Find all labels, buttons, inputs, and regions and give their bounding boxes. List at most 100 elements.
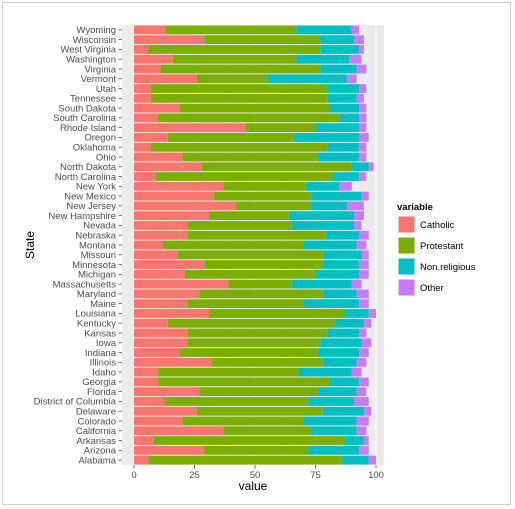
bar-segment-protestant-illinois (211, 357, 323, 367)
y-tick-label: Rhode Island (60, 123, 116, 134)
bar-segment-protestant-colorado (182, 416, 304, 426)
bar-segment-catholic-missouri (134, 250, 178, 260)
bar-segment-protestant-washington (172, 54, 297, 64)
bar-segment-protestant-california (223, 426, 311, 436)
bar-segment-other-illinois (356, 357, 367, 367)
bar-segment-other-utah (359, 84, 367, 93)
bar-segment-non-religious-west-virginia (320, 45, 360, 54)
bar-segment-non-religious-south-dakota (330, 103, 360, 113)
bars (134, 25, 376, 465)
bar-segment-protestant-arkansas (153, 436, 345, 445)
y-tick-label: Minnesota (72, 260, 117, 271)
bar-segment-catholic-north-dakota (134, 162, 202, 172)
y-tick-label: Alabama (79, 455, 117, 466)
legend-key-catholic (397, 215, 416, 234)
bar-segment-non-religious-georgia (330, 377, 360, 387)
bar-segment-non-religious-missouri (322, 250, 362, 260)
bar-segment-catholic-virginia (134, 64, 161, 74)
bar-segment-other-new-jersey (346, 201, 364, 211)
bar-segment-non-religious-new-jersey (310, 201, 347, 211)
bar-segment-catholic-minnesota (134, 260, 205, 269)
x-tick-label: 100 (368, 470, 384, 481)
bar-segment-catholic-arkansas (134, 436, 154, 445)
legend-label: Other (420, 283, 444, 294)
bar-segment-catholic-arizona (134, 445, 205, 455)
bar-segment-protestant-wyoming (165, 25, 297, 35)
bar-segment-other-colorado (356, 416, 369, 426)
bar-segment-other-north-dakota (368, 162, 374, 172)
x-tick-label: 75 (310, 470, 321, 481)
legend-key-other (397, 278, 416, 297)
bar-segment-catholic-georgia (134, 377, 159, 387)
bar-segment-non-religious-idaho (298, 367, 352, 377)
y-tick-label: Oklahoma (73, 143, 117, 154)
y-tick-label: New Mexico (64, 191, 116, 202)
bar-segment-other-wisconsin (354, 35, 364, 45)
bar-segment-protestant-south-carolina (158, 113, 340, 123)
y-tick-label: Washington (66, 55, 116, 66)
y-tick-label: Florida (87, 387, 117, 398)
bar-segment-protestant-missouri (177, 250, 323, 260)
x-tick-label: 0 (131, 470, 136, 481)
bar-segment-other-virginia (356, 64, 367, 74)
bar-segment-non-religious-district-of-columbia (308, 397, 355, 406)
bar-segment-non-religious-arizona (308, 445, 360, 455)
y-tick-label: Vermont (81, 74, 117, 85)
bar-segment-other-michigan (359, 269, 369, 279)
bar-segment-other-nevada (354, 221, 362, 230)
bar-segment-protestant-massachusetts (228, 279, 292, 289)
bar-segment-non-religious-kentucky (334, 318, 364, 328)
bar-segment-protestant-louisiana (209, 309, 345, 318)
bar-segment-other-missouri (361, 250, 369, 260)
bar-segment-catholic-vermont (134, 74, 197, 84)
x-axis-title: value (239, 479, 268, 493)
y-tick-label: Iowa (96, 338, 117, 349)
bar-segment-protestant-south-dakota (179, 103, 331, 113)
bar-segment-protestant-kansas (187, 328, 328, 338)
bar-segment-other-maryland (356, 289, 369, 299)
bar-segment-non-religious-oklahoma (327, 142, 360, 152)
y-tick-label: Maryland (77, 289, 116, 300)
bar-segment-non-religious-illinois (322, 357, 357, 367)
bar-segment-catholic-south-dakota (134, 103, 180, 113)
bar-segment-non-religious-ohio (317, 152, 360, 162)
bar-segment-non-religious-massachusetts (291, 279, 352, 289)
legend-key-non-religious (397, 257, 416, 276)
bar-segment-catholic-idaho (134, 367, 159, 377)
bar-segment-non-religious-florida (317, 387, 357, 397)
x-tick-label: 25 (189, 470, 200, 481)
y-tick-label: Massachusetts (53, 279, 117, 290)
y-tick-label: Idaho (92, 367, 116, 378)
bar-segment-catholic-delaware (134, 406, 197, 416)
bar-segment-other-california (356, 426, 367, 436)
y-tick-label: Kentucky (77, 319, 116, 330)
y-tick-label: South Carolina (53, 113, 117, 124)
bar-segment-catholic-new-mexico (134, 191, 214, 201)
bar-segment-other-alabama (368, 455, 376, 465)
y-tick-label: South Dakota (58, 103, 116, 114)
bar-segment-protestant-maine (187, 299, 304, 309)
bar-segment-non-religious-north-dakota (351, 162, 369, 172)
y-tick-label: Nebraska (75, 231, 116, 242)
y-tick-label: Indiana (85, 348, 117, 359)
bar-segment-catholic-south-carolina (134, 113, 159, 123)
bar-segment-catholic-maine (134, 299, 188, 309)
bar-segment-protestant-maryland (199, 289, 323, 299)
bar-segment-non-religious-new-york (305, 181, 340, 191)
bar-segment-catholic-indiana (134, 348, 180, 357)
bar-segment-catholic-new-hampshire (134, 211, 210, 221)
bar-segment-catholic-north-carolina (134, 172, 156, 181)
bar-segment-non-religious-iowa (320, 338, 362, 348)
bar-segment-non-religious-maine (303, 299, 360, 309)
y-tick-label: North Dakota (60, 162, 117, 173)
bar-segment-non-religious-new-hampshire (288, 211, 355, 221)
bar-segment-non-religious-colorado (303, 416, 357, 426)
bar-segment-protestant-new-jersey (235, 201, 311, 211)
y-tick-label: Utah (96, 84, 116, 95)
y-tick-label: Nevada (83, 221, 116, 232)
bar-segment-other-south-dakota (359, 103, 367, 113)
y-axis-tick-labels: AlabamaArizonaArkansasCaliforniaColorado… (34, 25, 122, 466)
bar-segment-other-massachusetts (351, 279, 362, 289)
bar-segment-non-religious-oregon (293, 133, 360, 142)
bar-segment-protestant-nevada (187, 221, 292, 230)
